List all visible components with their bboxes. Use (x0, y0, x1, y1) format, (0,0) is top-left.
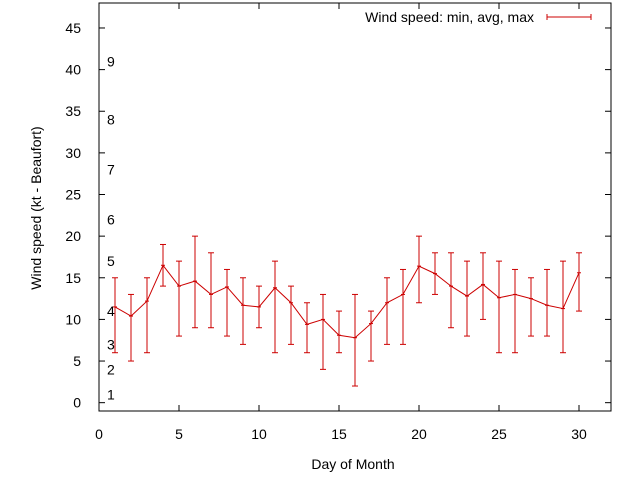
beaufort-label: 5 (107, 253, 115, 269)
x-tick-label: 5 (175, 426, 183, 442)
beaufort-label: 3 (107, 336, 115, 352)
x-tick-label: 25 (491, 426, 507, 442)
y-tick-label: 45 (65, 20, 81, 36)
y-tick-label: 40 (65, 62, 81, 78)
beaufort-label: 1 (107, 386, 115, 402)
x-axis-title: Day of Month (311, 456, 394, 472)
beaufort-label: 8 (107, 112, 115, 128)
beaufort-label: 9 (107, 53, 115, 69)
x-tick-label: 0 (95, 426, 103, 442)
x-tick-label: 30 (571, 426, 587, 442)
y-tick-label: 20 (65, 228, 81, 244)
x-tick-label: 10 (251, 426, 267, 442)
y-tick-label: 15 (65, 270, 81, 286)
y-tick-label: 30 (65, 145, 81, 161)
x-tick-label: 20 (411, 426, 427, 442)
beaufort-label: 7 (107, 162, 115, 178)
y-tick-label: 25 (65, 187, 81, 203)
plot-frame (98, 2, 612, 412)
y-tick-label: 5 (73, 353, 81, 369)
beaufort-label: 2 (107, 361, 115, 377)
y-axis-title: Wind speed (kt - Beaufort) (28, 126, 44, 289)
beaufort-label: 6 (107, 211, 115, 227)
y-tick-label: 0 (73, 395, 81, 411)
y-tick-label: 35 (65, 103, 81, 119)
series-line (114, 264, 580, 339)
y-tick-label: 10 (65, 311, 81, 327)
x-tick-label: 15 (331, 426, 347, 442)
beaufort-label: 4 (107, 303, 115, 319)
legend-label: Wind speed: min, avg, max (365, 9, 534, 25)
